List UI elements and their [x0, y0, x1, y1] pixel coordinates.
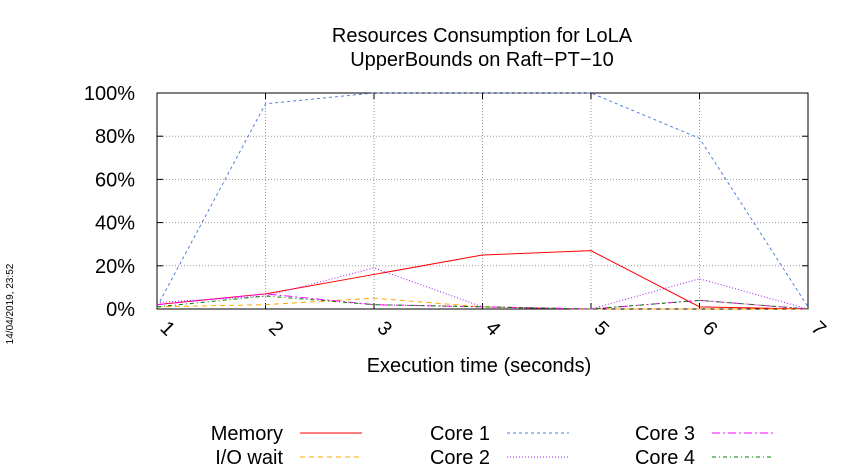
x-tick-label: 2	[264, 317, 287, 340]
x-axis-label: Execution time (seconds)	[367, 355, 592, 377]
x-axis: 1 2 3 4 5 6 7	[156, 93, 830, 340]
y-tick-label: 60%	[95, 169, 135, 191]
grid	[156, 92, 809, 310]
x-tick-label: 1	[156, 317, 179, 340]
x-tick-label: 5	[590, 317, 613, 340]
series-line-core-1	[156, 92, 809, 308]
series-line-core-4	[156, 295, 809, 310]
x-tick-label: 3	[373, 317, 396, 340]
y-tick-label: 0%	[106, 299, 135, 321]
y-tick-label: 80%	[95, 126, 135, 148]
chart-title-line-2: UpperBounds on Raft−PT−10	[350, 49, 614, 71]
timestamp: 14/04/2019, 23:52	[5, 263, 16, 344]
legend-label: Core 3	[635, 423, 695, 445]
x-tick-label: 4	[481, 317, 504, 340]
y-axis: 0% 20% 40% 60% 80% 100%	[84, 83, 808, 321]
series-line-memory	[156, 250, 809, 310]
series-lines	[156, 92, 809, 310]
chart-title: Resources Consumption for LoLAUpperBound…	[332, 25, 633, 71]
y-tick-label: 40%	[95, 213, 135, 235]
y-tick-label: 100%	[84, 83, 135, 105]
legend-label: Core 4	[635, 447, 695, 469]
x-tick-label: 7	[807, 317, 830, 340]
x-tick-label: 6	[698, 317, 721, 340]
legend-label: Core 1	[430, 423, 490, 445]
legend-label: Core 2	[430, 447, 490, 469]
legend-label: I/O wait	[215, 447, 283, 469]
y-tick-label: 20%	[95, 256, 135, 278]
chart-title-line-1: Resources Consumption for LoLA	[332, 25, 633, 47]
legend-label: Memory	[211, 423, 283, 445]
